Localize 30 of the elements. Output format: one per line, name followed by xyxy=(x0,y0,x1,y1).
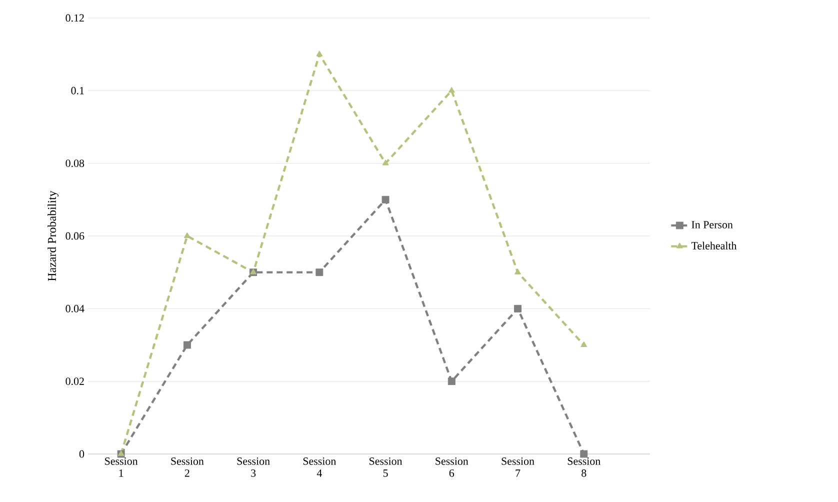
point xyxy=(514,268,522,274)
point xyxy=(382,196,390,204)
x-tick-label: Session 7 xyxy=(502,458,534,477)
point xyxy=(316,268,324,276)
legend-label: Telehealth xyxy=(691,242,737,250)
point xyxy=(580,450,588,458)
x-tick-label: Session 8 xyxy=(568,458,600,477)
point xyxy=(448,378,456,386)
x-tick-label: Session 4 xyxy=(303,458,336,477)
y-tick-label: 0.02 xyxy=(66,378,84,386)
x-tick-label: Session 2 xyxy=(171,458,204,477)
x-tick-label: Session 5 xyxy=(370,458,402,477)
point xyxy=(184,232,190,238)
point xyxy=(514,304,522,312)
x-tick-label: Session 6 xyxy=(436,458,468,477)
y-tick-label: 0.04 xyxy=(66,304,84,312)
point xyxy=(382,160,389,166)
y-tick-label: 0 xyxy=(79,450,84,458)
y-axis-title: Hazard Probability xyxy=(48,190,58,281)
y-tick-label: 0.12 xyxy=(66,14,84,22)
y-tick-label: 0.08 xyxy=(66,160,84,168)
y-tick-label: 0.1 xyxy=(71,86,84,94)
point xyxy=(183,341,191,349)
x-tick-label: Session 3 xyxy=(237,458,270,477)
y-tick-label: 0.06 xyxy=(66,232,84,240)
point xyxy=(448,86,455,93)
legend-label: In Person xyxy=(692,221,733,228)
x-tick-label: Session 1 xyxy=(105,458,138,477)
point xyxy=(580,341,588,347)
point xyxy=(316,50,323,56)
